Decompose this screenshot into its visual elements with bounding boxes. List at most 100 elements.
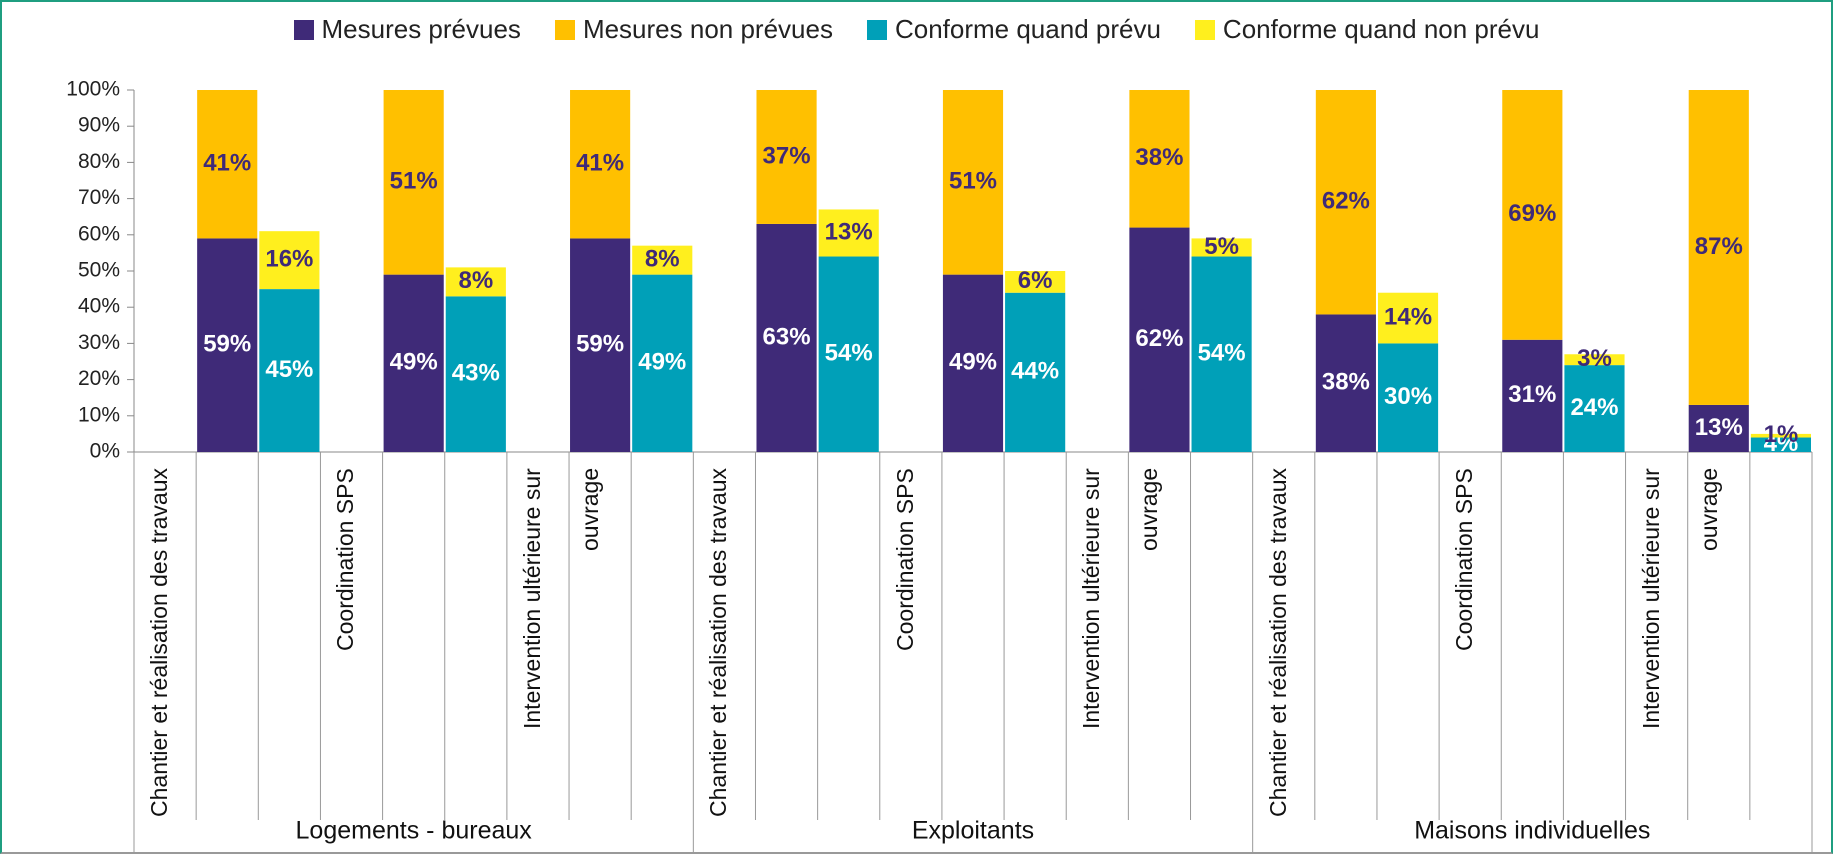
- bar-segment: [1688, 90, 1749, 405]
- data-label: 54%: [1198, 340, 1246, 367]
- y-tick-label: 100%: [66, 78, 120, 101]
- y-tick-label: 40%: [78, 295, 120, 318]
- bar-segment: [1377, 343, 1439, 452]
- data-label: 54%: [825, 340, 873, 367]
- bar-segment: [1129, 227, 1190, 452]
- legend-item: Mesures prévues: [293, 14, 521, 45]
- data-label: 1%: [1764, 421, 1799, 448]
- y-tick-label: 80%: [78, 150, 120, 173]
- legend-label: Mesures prévues: [321, 14, 521, 44]
- y-tick-label: 90%: [78, 114, 120, 137]
- data-label: 14%: [1384, 303, 1432, 330]
- bar-segment: [1129, 90, 1190, 228]
- bar-segment: [1191, 256, 1252, 452]
- data-label: 5%: [1204, 233, 1239, 260]
- y-tick-label: 30%: [78, 331, 120, 354]
- data-label: 45%: [265, 356, 313, 383]
- data-label: 8%: [458, 267, 493, 294]
- legend: Mesures prévues Mesures non prévues Confor…: [2, 14, 1831, 45]
- data-label: 13%: [1695, 414, 1743, 441]
- bar-segment: [445, 296, 506, 452]
- y-tick-label: 70%: [78, 186, 120, 209]
- bar-segment: [818, 209, 879, 257]
- group-label: Maisons individuelles: [1414, 817, 1650, 845]
- x-tick-label: Intervention ultérieure sur ouvrage: [1078, 468, 1163, 729]
- bar-segment: [445, 267, 506, 297]
- bar-segment: [818, 256, 879, 452]
- data-label: 69%: [1508, 200, 1556, 227]
- bar-segment: [756, 223, 817, 452]
- data-label: 44%: [1011, 358, 1059, 385]
- data-label: 8%: [645, 245, 680, 272]
- data-label: 6%: [1018, 267, 1053, 294]
- x-tick-label: Coordination SPS: [891, 468, 918, 651]
- data-label: 38%: [1135, 144, 1183, 171]
- legend-swatch: [554, 19, 575, 40]
- x-tick-label: Intervention ultérieure sur ouvrage: [518, 468, 603, 729]
- bar-segment: [632, 274, 693, 452]
- data-label: 63%: [763, 323, 811, 350]
- bar-segment: [383, 274, 444, 452]
- legend-swatch: [866, 19, 887, 40]
- bar-segment: [197, 238, 258, 452]
- bar-segment: [570, 90, 631, 239]
- bar-segment: [942, 90, 1004, 275]
- bar-segment: [1502, 339, 1563, 452]
- bar-segment: [1377, 292, 1439, 344]
- bar-segment: [1750, 433, 1811, 438]
- bar-segment: [1315, 314, 1376, 452]
- bar-segment: [942, 274, 1004, 452]
- y-tick-label: 20%: [78, 367, 120, 390]
- data-label: 31%: [1508, 381, 1556, 408]
- group-label: Exploitants: [912, 817, 1034, 845]
- data-label: 49%: [638, 349, 686, 376]
- y-tick-label: 0%: [90, 440, 120, 463]
- data-label: 51%: [390, 168, 438, 195]
- data-label: 41%: [203, 150, 251, 177]
- y-tick-label: 50%: [78, 259, 120, 282]
- x-tick-label: Chantier et réalisation des travaux: [1264, 468, 1291, 818]
- data-label: 38%: [1322, 369, 1370, 396]
- bar-segment: [1564, 354, 1625, 366]
- bar-segment: [1005, 292, 1066, 452]
- bar-segment: [1564, 365, 1625, 452]
- y-tick-label: 10%: [78, 403, 120, 426]
- bar-segment: [1315, 90, 1376, 315]
- data-label: 3%: [1577, 345, 1612, 372]
- bar-segment: [1750, 437, 1811, 452]
- data-label: 16%: [265, 245, 313, 272]
- legend-label: Mesures non prévues: [582, 14, 833, 44]
- data-label: 43%: [452, 360, 500, 387]
- legend-item: Conforme quand non prévu: [1194, 14, 1540, 45]
- data-label: 30%: [1384, 383, 1432, 410]
- bar-segment: [1005, 271, 1066, 293]
- group-label: Logements - bureaux: [296, 817, 533, 845]
- y-tick-label: 60%: [78, 222, 120, 245]
- bar-segment: [197, 90, 258, 239]
- x-tick-label: Coordination SPS: [1451, 468, 1478, 651]
- legend-swatch: [293, 19, 314, 40]
- data-label: 49%: [949, 349, 997, 376]
- x-tick-label: Chantier et réalisation des travaux: [705, 468, 732, 818]
- bar-segment: [1502, 90, 1563, 340]
- x-tick-label: Coordination SPS: [332, 468, 359, 651]
- bar-segment: [632, 245, 693, 275]
- bar-segment: [570, 238, 631, 452]
- bar-segment: [1688, 404, 1749, 452]
- bar-segment: [383, 90, 444, 275]
- legend-label: Conforme quand prévu: [894, 14, 1161, 44]
- data-label: 51%: [949, 168, 997, 195]
- x-tick-label: Chantier et réalisation des travaux: [146, 468, 172, 818]
- legend-swatch: [1194, 19, 1215, 40]
- data-label: 62%: [1135, 325, 1183, 352]
- data-label: 59%: [203, 331, 251, 358]
- bar-segment: [1191, 238, 1252, 257]
- data-label: 41%: [576, 150, 624, 177]
- bar-segment: [259, 289, 320, 452]
- legend-item: Conforme quand prévu: [866, 14, 1161, 45]
- data-label: 87%: [1695, 233, 1743, 260]
- legend-label: Conforme quand non prévu: [1222, 14, 1540, 44]
- data-label: 49%: [390, 349, 438, 376]
